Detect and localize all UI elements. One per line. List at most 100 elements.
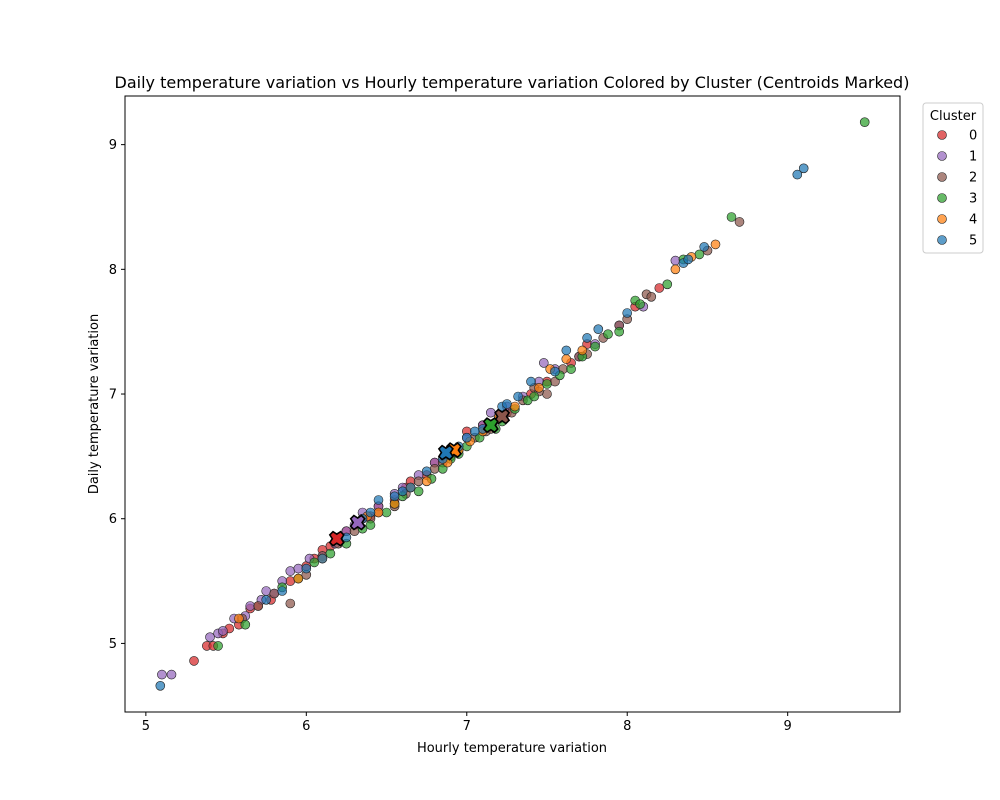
data-point-cluster-3 [240,619,251,630]
data-point-cluster-5 [389,491,400,502]
data-point-cluster-3 [614,326,625,337]
data-point-cluster-5 [526,376,536,387]
data-point-cluster-5 [317,553,328,564]
data-point-cluster-3 [381,507,392,518]
data-point-cluster-5 [421,466,432,477]
points-layer [155,117,870,691]
data-point-cluster-2 [285,598,296,609]
x-tick-label: 7 [463,719,471,734]
legend-label-cluster-0: 0 [969,129,977,144]
data-point-cluster-2 [253,601,264,611]
data-point-cluster-5 [461,432,472,443]
data-point-cluster-2 [734,217,745,227]
x-tick-label: 6 [302,719,310,734]
data-point-cluster-0 [654,283,665,293]
data-point-cluster-5 [502,399,512,409]
y-axis: 5 6 7 8 9 [109,138,125,652]
data-point-cluster-1 [166,669,177,680]
legend-label-cluster-2: 2 [969,171,977,186]
data-point-cluster-4 [710,239,721,250]
data-point-cluster-5 [365,507,376,518]
data-point-cluster-5 [798,163,809,174]
y-axis-label: Daily temperature variation [87,314,102,494]
legend-marker-cluster-4 [937,214,947,224]
legend-title: Cluster [930,109,977,124]
x-axis: 5 6 7 8 9 [142,712,792,734]
data-point-cluster-2 [429,463,440,474]
y-tick-label: 8 [109,263,117,278]
data-point-cluster-3 [590,341,600,352]
data-point-cluster-4 [561,354,572,364]
data-point-cluster-2 [413,476,424,487]
plot-frame [124,95,901,713]
data-point-cluster-3 [726,212,737,222]
data-point-cluster-5 [513,391,523,402]
data-point-cluster-4 [670,264,681,275]
data-point-cluster-5 [469,426,480,437]
data-point-cluster-5 [792,169,803,180]
data-point-cluster-5 [683,254,694,265]
data-point-cluster-0 [285,576,296,586]
data-point-cluster-1 [285,566,296,576]
data-point-cluster-3 [325,548,336,559]
legend-label-cluster-5: 5 [969,234,977,249]
data-point-cluster-5 [261,594,272,605]
x-tick-label: 9 [784,719,792,734]
data-point-cluster-3 [662,279,673,290]
data-point-cluster-4 [293,573,304,584]
legend-label-cluster-1: 1 [969,150,977,165]
data-point-cluster-5 [405,482,416,493]
x-tick-label: 8 [623,719,631,734]
data-point-cluster-5 [397,486,408,497]
data-point-cluster-5 [155,680,166,691]
data-point-cluster-5 [301,563,312,574]
data-point-cluster-0 [189,656,199,666]
data-point-cluster-1 [261,586,272,596]
legend-marker-cluster-2 [937,172,947,182]
data-point-cluster-5 [622,308,633,318]
data-point-cluster-5 [582,333,592,343]
data-point-cluster-3 [566,364,576,374]
data-point-cluster-5 [550,366,560,377]
data-point-cluster-1 [245,601,255,611]
data-point-cluster-2 [269,588,280,599]
centroid-marker-cluster-2 [494,408,511,425]
data-point-cluster-5 [561,345,572,356]
legend-marker-cluster-5 [937,235,947,245]
data-point-cluster-3 [365,520,376,530]
data-point-cluster-4 [577,345,588,356]
legend-box [922,102,984,254]
data-point-cluster-4 [373,507,384,518]
data-point-cluster-4 [534,382,544,393]
y-tick-label: 9 [109,138,117,153]
data-point-cluster-1 [218,626,228,636]
data-point-cluster-5 [699,242,710,252]
x-tick-label: 5 [142,719,150,734]
legend: Cluster 0 1 2 3 4 5 [922,102,984,254]
data-point-cluster-4 [234,613,244,624]
data-point-cluster-5 [277,586,288,596]
chart-title: Daily temperature variation vs Hourly te… [115,73,910,92]
data-point-cluster-4 [510,401,520,412]
legend-marker-cluster-0 [937,130,947,140]
data-point-cluster-1 [205,632,215,643]
data-point-cluster-3 [309,557,320,568]
data-point-cluster-1 [157,669,167,680]
data-point-cluster-2 [646,291,657,302]
legend-label-cluster-3: 3 [969,192,977,207]
centroid-marker-cluster-0 [328,530,345,547]
data-point-cluster-3 [603,329,613,340]
data-point-cluster-3 [859,117,870,127]
y-tick-label: 6 [109,512,117,527]
centroid-marker-cluster-3 [482,417,499,434]
centroid-marker-cluster-1 [349,514,366,531]
data-point-cluster-5 [593,324,604,335]
legend-label-cluster-4: 4 [969,213,977,228]
data-point-cluster-1 [485,407,496,418]
data-point-cluster-2 [542,389,552,399]
data-point-cluster-1 [670,255,681,266]
data-point-cluster-3 [635,299,645,310]
data-point-cluster-3 [542,379,552,389]
data-point-cluster-1 [293,563,304,574]
